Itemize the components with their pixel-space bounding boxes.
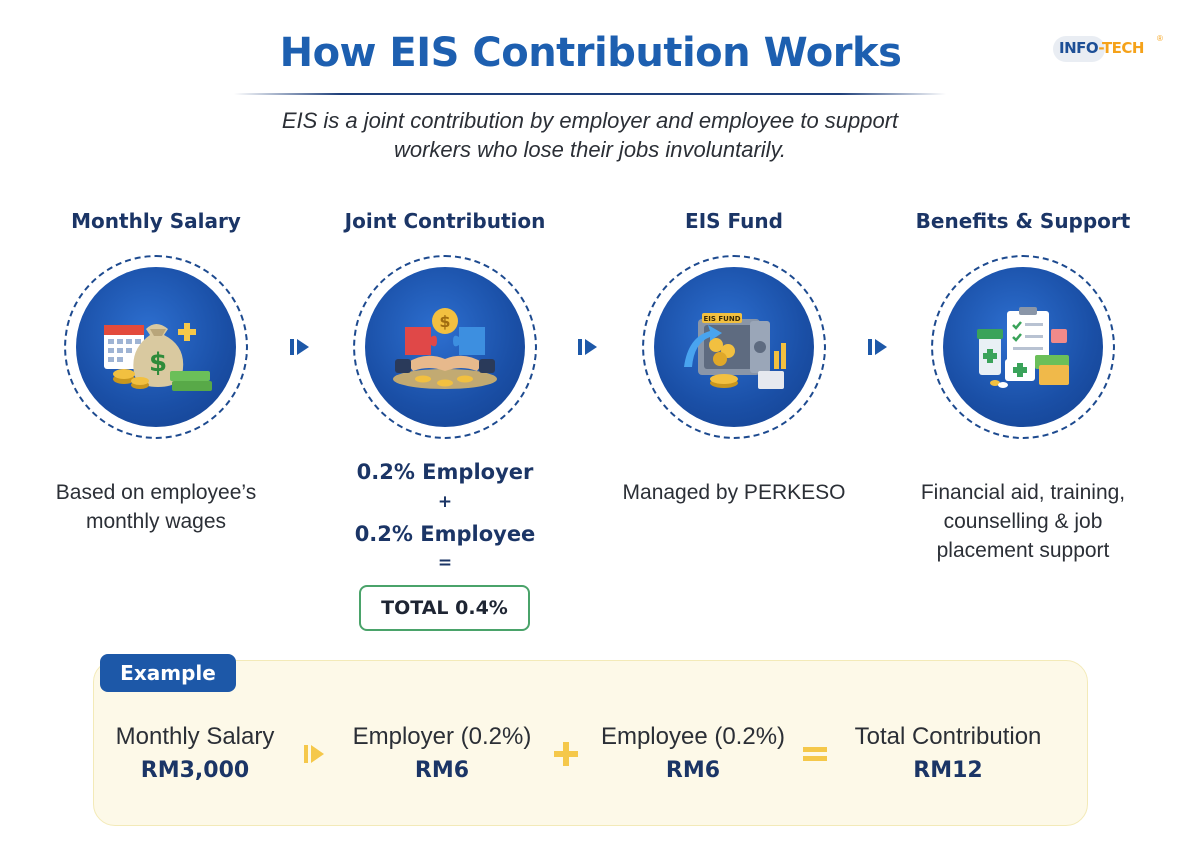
example-value: RM3,000 <box>140 758 250 783</box>
example-employee: Employee (0.2%) RM6 <box>578 722 808 783</box>
example-monthly-salary: Monthly Salary RM3,000 <box>80 722 310 783</box>
arrow-right-icon <box>304 745 324 763</box>
step-monthly-salary: Monthly Salary $ <box>36 205 276 439</box>
step-joint-contribution: Joint Contribution $ <box>325 205 565 439</box>
example-employer: Employer (0.2%) RM6 <box>327 722 557 783</box>
brand-logo: INFO-TECH ® <box>1053 30 1165 64</box>
step-eis-fund: EIS Fund EIS FUND <box>614 205 854 439</box>
example-value: RM12 <box>913 758 983 783</box>
plus-icon <box>554 742 578 766</box>
salary-icon: $ <box>76 267 236 427</box>
step-description: Financial aid, training, counselling & j… <box>920 481 1126 562</box>
svg-text:$: $ <box>439 312 450 331</box>
circle-dashed-ring <box>931 255 1115 439</box>
step-title: Joint Contribution <box>344 209 546 233</box>
benefits-icon <box>943 267 1103 427</box>
step-icon-circle <box>931 255 1115 439</box>
step-title: Benefits & Support <box>915 209 1131 233</box>
example-label: Employer (0.2%) <box>352 723 532 750</box>
step-icon-circle: EIS FUND <box>642 255 826 439</box>
step-description: Based on employee’s monthly wages <box>55 481 257 533</box>
flow-arrow-icon <box>290 339 309 355</box>
page-title: How EIS Contribution Works <box>279 30 902 76</box>
plus-sign: + <box>437 492 453 512</box>
fund-vault-icon: EIS FUND <box>654 267 814 427</box>
example-value: RM6 <box>665 758 721 783</box>
step-title: Monthly Salary <box>71 209 241 233</box>
example-label: Employee (0.2%) <box>600 723 786 750</box>
example-badge: Example <box>100 654 236 692</box>
step-title: EIS Fund <box>685 209 783 233</box>
circle-dashed-ring <box>353 255 537 439</box>
employee-rate: 0.2% Employee <box>354 522 536 546</box>
step-description: Managed by PERKESO <box>622 481 846 504</box>
step-icon-circle: $ <box>353 255 537 439</box>
flow-arrow-icon <box>578 339 597 355</box>
handshake-icon: $ <box>365 267 525 427</box>
logo-text-main: INFO <box>1059 39 1099 57</box>
employer-rate: 0.2% Employer <box>356 460 534 484</box>
example-panel <box>93 660 1088 826</box>
fund-label: EIS FUND <box>704 315 741 323</box>
step-icon-circle: $ <box>64 255 248 439</box>
logo-wordmark: INFO-TECH <box>1059 39 1144 57</box>
equals-icon <box>803 747 827 761</box>
logo-text-accent: -TECH <box>1098 39 1144 57</box>
svg-text:$: $ <box>149 348 167 378</box>
circle-dashed-ring <box>642 255 826 439</box>
example-label: Monthly Salary <box>115 723 275 750</box>
logo-registered-mark: ® <box>1157 34 1163 43</box>
circle-dashed-ring <box>64 255 248 439</box>
step-benefits-support: Benefits & Support <box>903 205 1143 439</box>
equals-sign: = <box>437 553 453 573</box>
example-value: RM6 <box>414 758 470 783</box>
page-subtitle: EIS is a joint contribution by employer … <box>281 108 899 162</box>
total-rate-box: TOTAL 0.4% <box>359 585 530 631</box>
logo-cloud-shape <box>1053 36 1105 62</box>
example-total: Total Contribution RM12 <box>833 722 1063 783</box>
example-label: Total Contribution <box>854 723 1042 750</box>
title-divider <box>234 93 946 95</box>
flow-arrow-icon <box>868 339 887 355</box>
